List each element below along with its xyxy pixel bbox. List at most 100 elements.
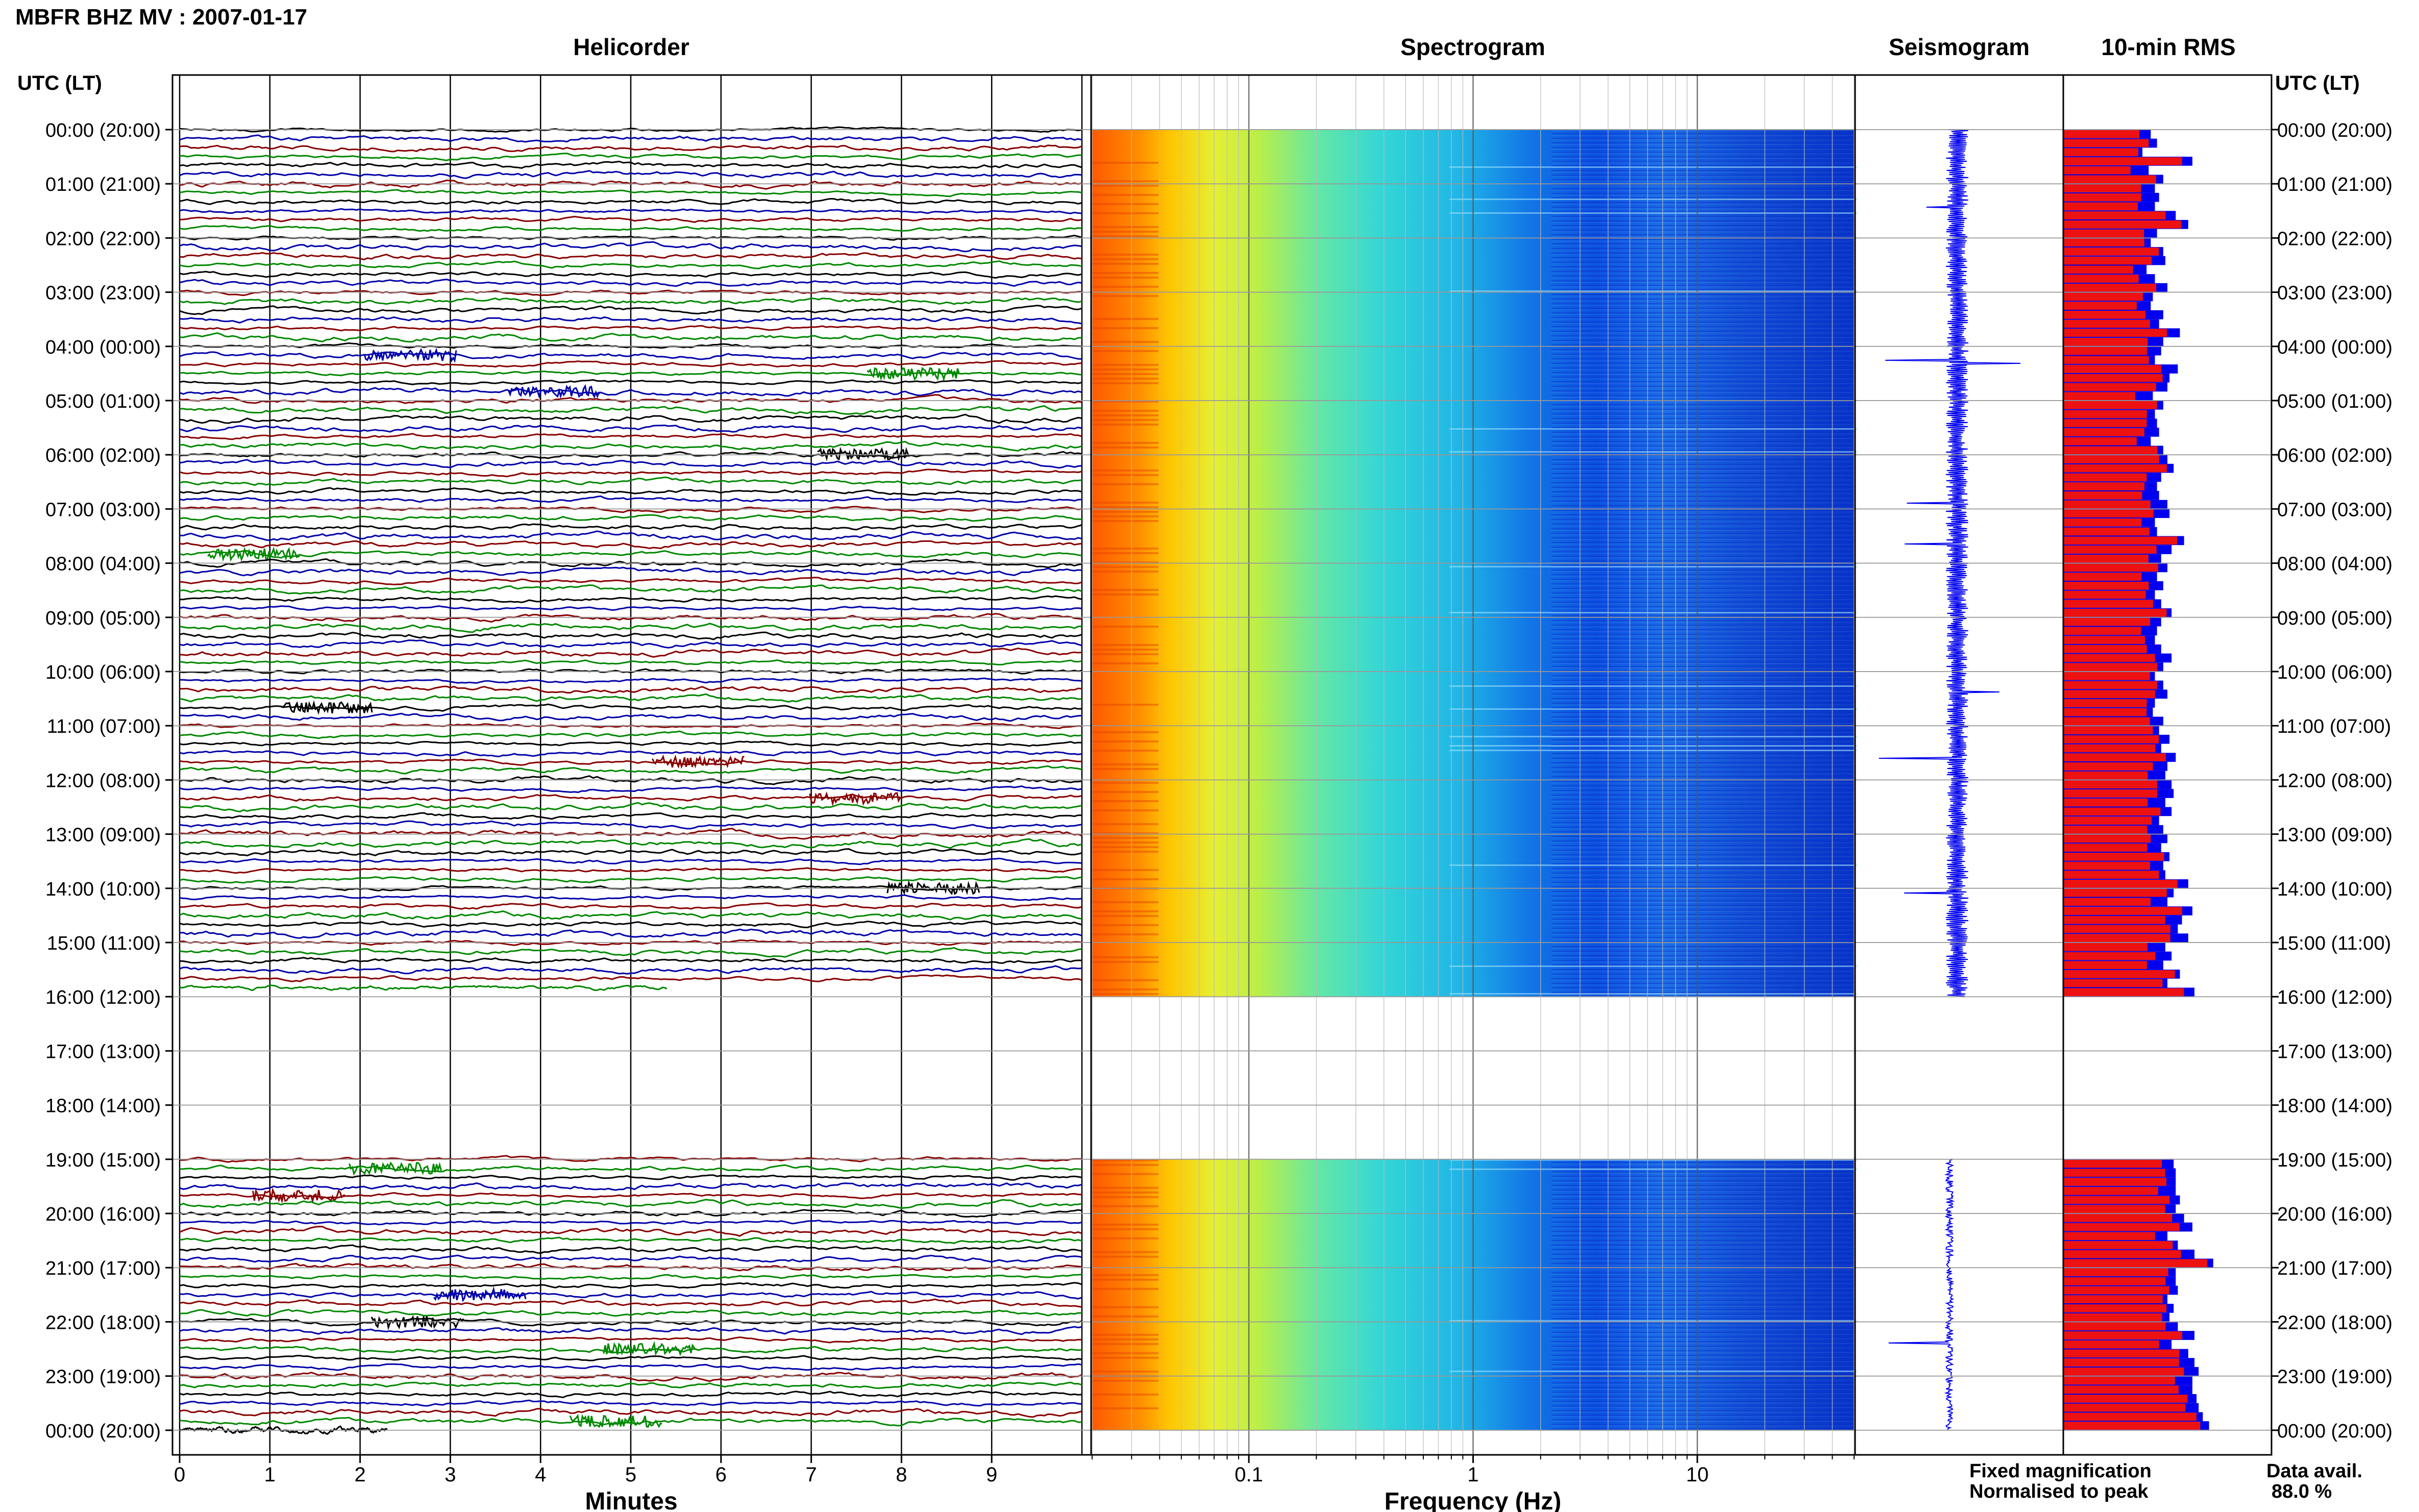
minute-tick-label: 9	[986, 1464, 997, 1486]
rms-bar-normalised	[2063, 536, 2178, 545]
spectrogram-band	[1092, 350, 1158, 352]
helicorder-trace	[179, 160, 1082, 169]
helicorder-burst	[280, 700, 373, 715]
helicorder-trace	[179, 1254, 1082, 1263]
spectrogram-band	[1092, 1306, 1158, 1308]
helicorder-trace	[179, 910, 1082, 921]
time-label-left: 00:00 (20:00)	[45, 120, 161, 141]
minute-tick-label: 8	[896, 1464, 907, 1486]
helicorder-trace	[179, 848, 1082, 857]
spectrogram-title: Spectrogram	[1400, 34, 1545, 60]
helicorder-trace	[179, 550, 1082, 559]
data-availability-label: Data avail.	[2266, 1460, 2362, 1482]
rms-bar-normalised	[2063, 636, 2145, 644]
helicorder-trace	[180, 677, 1082, 684]
helicorder-trace	[179, 379, 1082, 385]
rms-bar-normalised	[2063, 220, 2182, 229]
helicorder-trace	[179, 540, 1082, 550]
helicorder-trace	[179, 1308, 1082, 1317]
spectrogram-band	[1092, 212, 1158, 214]
rms-bar-normalised	[2063, 265, 2133, 274]
helicorder-trace	[179, 424, 1082, 433]
helicorder-trace	[179, 647, 1082, 658]
rms-bar-normalised	[2063, 482, 2145, 490]
rms-bar-normalised	[2063, 609, 2167, 617]
rms-bar-normalised	[2063, 518, 2142, 527]
rms-bar-normalised	[2063, 319, 2150, 328]
spectrogram-band	[1449, 965, 1858, 967]
spectrogram-band	[1092, 410, 1158, 412]
rms-bar-normalised	[2063, 807, 2161, 816]
spectrogram-band	[1449, 708, 1858, 710]
rms-bar-normalised	[2063, 915, 2165, 924]
spectrogram-band	[1092, 1228, 1158, 1230]
spectrogram-band	[1092, 933, 1158, 935]
rms-bar-normalised	[2063, 1277, 2166, 1285]
time-label-left: 23:00 (19:00)	[45, 1367, 161, 1388]
rms-bar-normalised	[2063, 1286, 2169, 1295]
rms-bar-normalised	[2063, 346, 2148, 355]
legend-fixed-magnification: Fixed magnification	[1969, 1460, 2152, 1482]
helicorder-trace	[179, 939, 1082, 946]
helicorder-trace	[179, 1390, 1082, 1399]
time-label-left: 13:00 (09:00)	[45, 825, 161, 846]
time-label-left: 06:00 (02:00)	[45, 445, 161, 466]
rms-bar-normalised	[2063, 943, 2148, 951]
helicorder-burst	[867, 367, 960, 382]
helicorder-trace	[179, 270, 1082, 279]
helicorder-trace	[179, 1199, 1082, 1209]
rms-bar-normalised	[2063, 825, 2148, 834]
rms-bar-normalised	[2063, 1331, 2182, 1340]
helicorder-trace	[179, 297, 1082, 305]
spectrogram-band	[1092, 520, 1158, 522]
helicorder-trace	[179, 1219, 1082, 1226]
time-label-right: 20:00 (16:00)	[2277, 1204, 2392, 1225]
rms-bar-normalised	[2063, 681, 2157, 689]
spectrogram-band	[1092, 1370, 1158, 1373]
helicorder-trace	[179, 902, 1082, 910]
minute-tick-label: 5	[625, 1464, 636, 1486]
rms-bar-normalised	[2063, 708, 2147, 716]
helicorder-burst	[569, 1414, 662, 1428]
rms-bar-normalised	[2063, 934, 2170, 942]
helicorder-trace	[179, 225, 1082, 232]
helicorder-trace	[179, 433, 1082, 440]
rms-bar-normalised	[2063, 500, 2151, 509]
helicorder-trace	[179, 794, 1082, 802]
rms-bar-normalised	[2063, 834, 2151, 843]
helicorder-trace	[179, 1164, 1082, 1173]
rms-bar-normalised	[2063, 771, 2148, 780]
helicorder-trace	[179, 1155, 1082, 1163]
helicorder-trace	[179, 1336, 1082, 1344]
helicorder-panel	[179, 75, 1083, 1455]
rms-bar-normalised	[2063, 1295, 2163, 1303]
spectrogram-band	[1092, 515, 1158, 517]
spectrogram-band	[1092, 483, 1158, 485]
rms-panel	[2063, 130, 2213, 1430]
spectrogram-band	[1092, 378, 1158, 380]
time-label-right: 23:00 (19:00)	[2277, 1367, 2392, 1388]
helicorder-trace	[179, 305, 1082, 315]
spectrogram-band	[1449, 750, 1858, 751]
rms-bar-normalised	[2063, 1223, 2180, 1231]
spectrogram-band	[1449, 1168, 1858, 1170]
rms-bar-normalised	[2063, 527, 2150, 536]
helicorder-burst	[252, 1187, 345, 1204]
spectrogram-panel	[1092, 75, 1858, 1455]
helicorder-trace	[179, 387, 1082, 397]
spectrogram-band	[1092, 566, 1158, 568]
time-label-left: 22:00 (18:00)	[45, 1312, 161, 1333]
spectrogram-band	[1092, 1191, 1158, 1194]
rms-bar-normalised	[2063, 888, 2167, 897]
rms-title: 10-min RMS	[2101, 34, 2235, 60]
helicorder-trace	[179, 712, 1082, 722]
rms-bar-normalised	[2063, 302, 2137, 310]
helicorder-trace	[179, 1399, 1082, 1407]
time-label-left: 00:00 (20:00)	[45, 1421, 161, 1442]
rms-bar-normalised	[2063, 762, 2153, 771]
rms-bar-normalised	[2063, 130, 2140, 138]
spectrogram-band	[1092, 1223, 1158, 1226]
rms-bar-normalised	[2063, 1395, 2188, 1403]
spectrogram-band	[1449, 612, 1858, 613]
helicorder-burst	[363, 348, 457, 363]
